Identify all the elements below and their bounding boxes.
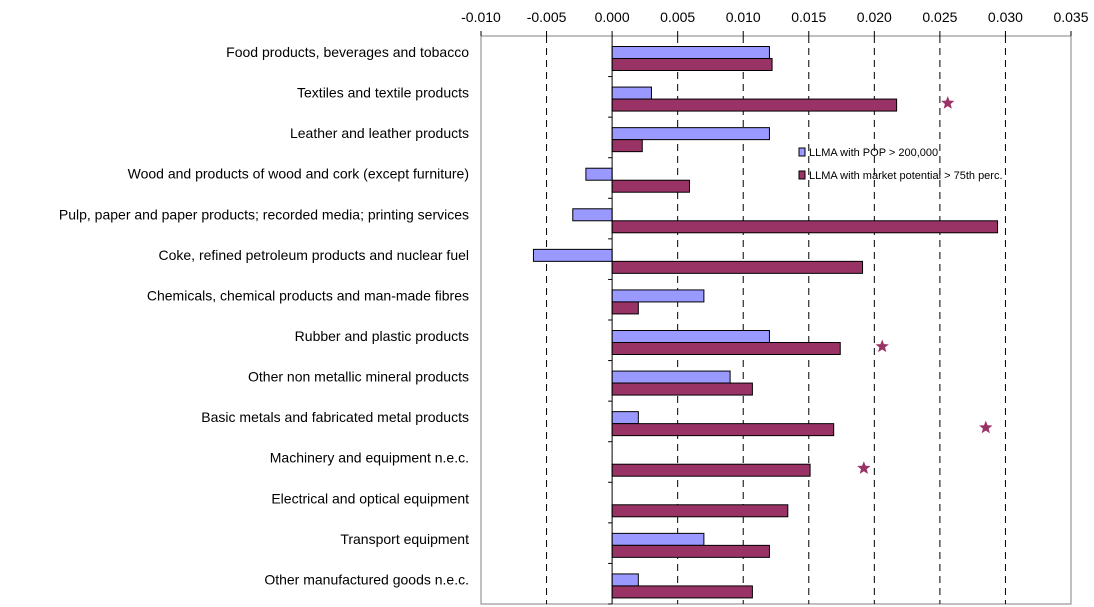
bar-market-potential <box>611 301 639 315</box>
category-label: Basic metals and fabricated metal produc… <box>201 409 469 425</box>
category-label: Other non metallic mineral products <box>248 369 469 385</box>
x-tick-label: -0.010 <box>461 9 501 25</box>
legend-label: LLMA with market potential > 75th perc. <box>809 170 1003 182</box>
bar-market-potential <box>611 423 835 437</box>
significance-star-icon <box>875 339 889 353</box>
bar-pop <box>611 127 770 141</box>
bar-pop <box>585 167 613 181</box>
bar-pop <box>611 86 652 100</box>
x-tick-label: 0.000 <box>595 9 630 25</box>
x-tick-label: 0.010 <box>726 9 761 25</box>
bar-market-potential <box>611 585 753 599</box>
category-label: Food products, beverages and tobacco <box>226 44 469 60</box>
bar-pop <box>611 330 770 343</box>
bar-pop <box>611 573 639 587</box>
bar-pop <box>611 411 639 425</box>
category-label: Coke, refined petroleum products and nuc… <box>158 247 469 263</box>
x-tick-label: 0.030 <box>988 9 1023 25</box>
x-tick-label: -0.005 <box>527 9 567 25</box>
bar-market-potential <box>611 382 753 396</box>
category-label: Chemicals, chemical products and man-mad… <box>147 287 469 303</box>
category-label: Pulp, paper and paper products; recorded… <box>59 206 469 222</box>
category-label: Textiles and textile products <box>297 85 469 101</box>
legend-swatch <box>798 170 806 180</box>
bar-market-potential <box>611 504 789 518</box>
category-label: Transport equipment <box>340 531 469 547</box>
bar-market-potential <box>611 342 841 355</box>
plot-area-frame <box>480 35 1072 605</box>
legend-label: LLMA with POP > 200,000 <box>809 147 938 159</box>
x-tick-label: 0.025 <box>922 9 957 25</box>
bar-market-potential <box>611 58 773 71</box>
bar-pop <box>532 248 613 262</box>
category-label: Leather and leather products <box>290 125 469 141</box>
bar-market-potential <box>611 544 770 558</box>
bar-market-potential <box>611 98 898 112</box>
bar-pop <box>611 370 731 384</box>
bar-pop <box>611 532 705 546</box>
significance-star-icon <box>941 96 955 109</box>
x-tick-label: 0.020 <box>857 9 892 25</box>
bar-market-potential <box>611 179 690 193</box>
significance-star-icon <box>857 461 871 474</box>
bar-pop <box>611 46 770 59</box>
bar-market-potential <box>611 463 811 477</box>
x-tick-label: 0.015 <box>791 9 826 25</box>
category-label: Other manufactured goods n.e.c. <box>264 571 469 587</box>
category-label: Rubber and plastic products <box>295 328 469 344</box>
bar-pop <box>611 289 705 303</box>
x-tick-label: 0.005 <box>660 9 695 25</box>
bar-market-potential <box>611 220 999 234</box>
bar-pop <box>572 208 613 222</box>
significance-star-icon <box>979 420 993 434</box>
bar-market-potential <box>611 260 864 274</box>
x-tick-label: 0.035 <box>1053 9 1088 25</box>
category-label: Electrical and optical equipment <box>271 490 469 506</box>
category-label: Machinery and equipment n.e.c. <box>270 450 469 466</box>
bar-market-potential <box>611 139 643 153</box>
legend-swatch <box>798 147 806 157</box>
category-label: Wood and products of wood and cork (exce… <box>128 166 469 182</box>
